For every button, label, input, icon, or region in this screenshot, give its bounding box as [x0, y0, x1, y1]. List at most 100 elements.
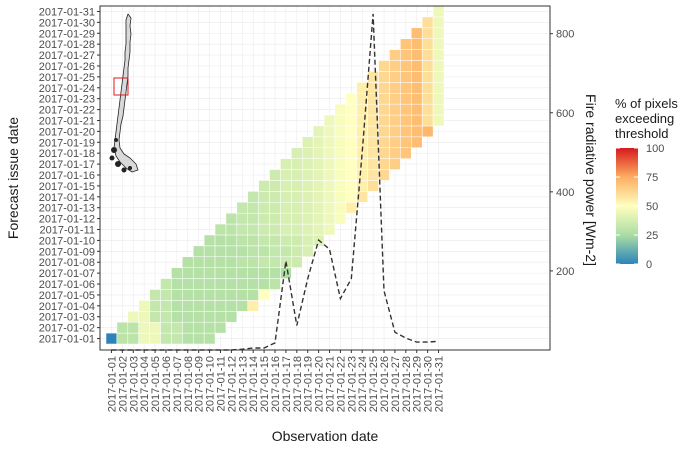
heatmap-cell	[116, 321, 129, 334]
heatmap-cell	[192, 311, 205, 323]
heatmap-cell	[258, 278, 270, 290]
heatmap-cell	[291, 158, 303, 170]
heatmap-cell	[378, 92, 390, 105]
map-island	[111, 147, 117, 153]
x-tick-label: 2017-01-31	[434, 356, 446, 412]
frp-line	[111, 13, 439, 351]
heatmap-cell	[116, 332, 129, 345]
heatmap-cell	[247, 278, 259, 290]
y-tick-label: 2017-01-11	[40, 225, 95, 237]
heatmap-cell	[203, 300, 216, 312]
heatmap-cell	[312, 202, 325, 214]
heatmap-cell	[171, 300, 183, 312]
heatmap-cell	[312, 180, 325, 192]
y-tick-label: 2017-01-20	[39, 126, 95, 138]
x-tick-label: 2017-01-24	[357, 356, 369, 412]
heatmap-cell	[378, 60, 390, 72]
heatmap-cell	[236, 223, 248, 236]
heatmap-cell	[214, 245, 227, 258]
heatmap-cell	[160, 321, 172, 334]
heatmap-cell	[247, 267, 259, 279]
heatmap-cell	[247, 245, 259, 258]
y-tick-label: 2017-01-23	[39, 94, 95, 106]
y-tick-label: 2017-01-13	[39, 203, 95, 215]
heatmap-cell	[400, 60, 412, 72]
heatmap-cell	[138, 321, 150, 334]
x-tick-label: 2017-01-13	[237, 356, 249, 412]
heatmap-cell	[214, 300, 227, 312]
heatmap-cell	[345, 191, 358, 203]
map-outline	[113, 13, 139, 173]
heatmap-cell	[225, 234, 238, 247]
heatmap-cell	[182, 321, 194, 334]
x-tick-label: 2017-01-06	[161, 356, 173, 412]
heatmap-cell	[400, 136, 412, 148]
heatmap-cell	[247, 300, 259, 312]
heatmap-cell	[203, 245, 216, 258]
heatmap-cell	[411, 49, 423, 61]
heatmap-cell	[236, 300, 248, 312]
heatmap-cell	[411, 60, 423, 72]
heatmap-cell	[225, 267, 238, 279]
x-tick-label: 2017-01-07	[172, 356, 184, 412]
heatmap-cell	[421, 103, 434, 116]
heatmap-cell	[192, 289, 205, 301]
heatmap-cell	[312, 212, 325, 225]
heatmap-cell	[247, 191, 259, 203]
heatmap-cell	[400, 103, 412, 116]
heatmap-cell	[258, 212, 270, 225]
legend-tick-label: 100	[646, 143, 664, 155]
heatmap-cell	[323, 114, 336, 127]
heatmap-cell	[291, 169, 303, 181]
heatmap-cell	[323, 212, 336, 225]
heatmap-cell	[236, 234, 248, 247]
heatmap-cell	[269, 223, 281, 236]
heatmap-cell	[247, 256, 259, 268]
heatmap-cell	[225, 311, 238, 323]
heatmap-cell	[291, 202, 303, 214]
heatmap-cell	[203, 234, 216, 247]
heatmap-cell	[302, 147, 314, 159]
heatmap-cell	[345, 92, 358, 105]
heatmap-cell	[149, 300, 161, 312]
heatmap-cell	[171, 267, 183, 279]
heatmap-cell	[247, 234, 259, 247]
heatmap-cell	[160, 278, 172, 290]
heatmap-cell	[280, 267, 292, 279]
heatmap-cell	[432, 114, 445, 127]
y-tick-label: 2017-01-17	[39, 159, 95, 171]
heatmap-cell	[214, 234, 227, 247]
heatmap-cell	[432, 38, 445, 50]
heatmap-cell	[421, 16, 434, 29]
heatmap-cell	[225, 212, 238, 225]
heatmap-cell	[378, 147, 390, 159]
legend-tick-label: 0	[646, 259, 652, 271]
heatmap-cell	[280, 223, 292, 236]
y-tick-label: 2017-01-28	[39, 39, 95, 51]
heatmap-cell	[323, 202, 336, 214]
heatmap-cell	[149, 321, 161, 334]
heatmap-cell	[258, 191, 270, 203]
heatmap-cell	[138, 311, 150, 323]
y-tick-label: 2017-01-07	[39, 268, 95, 280]
heatmap-cell	[389, 136, 401, 148]
heatmap-cell	[291, 191, 303, 203]
heatmap-cell	[258, 289, 270, 301]
heatmap-cell	[258, 180, 270, 192]
heatmap-cell	[203, 311, 216, 323]
heatmap-cell	[203, 332, 216, 345]
heatmap-cell	[421, 71, 434, 83]
heatmap-cell	[171, 278, 183, 290]
heatmap-cell	[378, 103, 390, 116]
heatmap-cell	[323, 169, 336, 181]
legend-tick-label: 25	[646, 230, 658, 242]
x-tick-label: 2017-01-05	[150, 356, 162, 412]
heatmap-cell	[280, 158, 292, 170]
heatmap-cell	[171, 332, 183, 345]
heatmap-cell	[411, 114, 423, 127]
heatmap-cell	[291, 223, 303, 236]
x-tick-label: 2017-01-19	[303, 356, 315, 412]
heatmap-cell	[214, 278, 227, 290]
heatmap-cell	[421, 27, 434, 39]
heatmap-cell	[378, 125, 390, 138]
